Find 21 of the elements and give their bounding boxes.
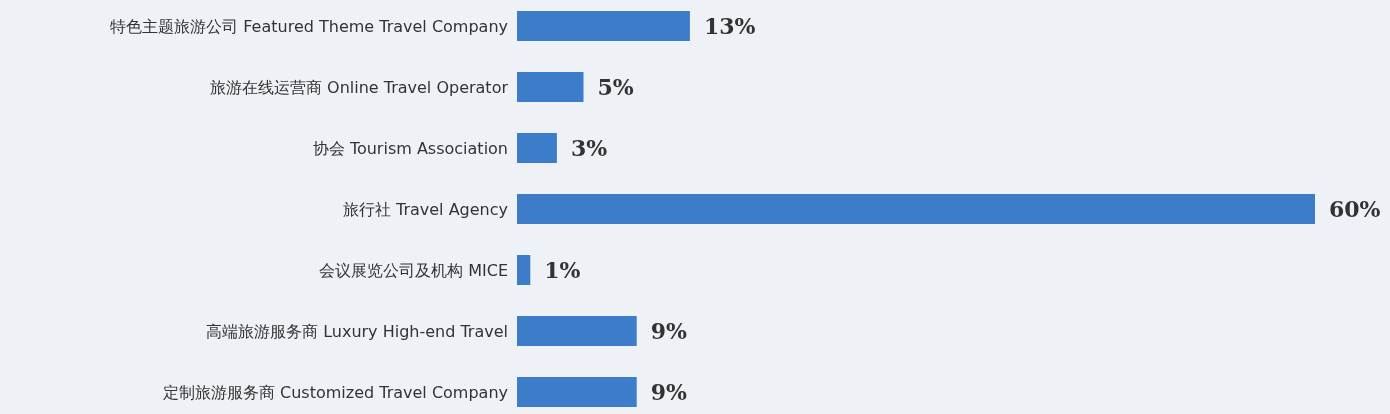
bar: [517, 11, 690, 41]
bar: [517, 194, 1315, 224]
data-label: 13%: [703, 13, 756, 39]
y-tick-label: 特色主题旅游公司 Featured Theme Travel Company: [110, 17, 508, 36]
bar: [517, 133, 557, 163]
y-tick-label: 会议展览公司及机构 MICE: [319, 261, 508, 280]
data-label: 60%: [1329, 196, 1381, 222]
data-label: 9%: [650, 318, 688, 344]
y-tick-label: 旅行社 Travel Agency: [342, 200, 508, 219]
y-tick-label: 旅游在线运营商 Online Travel Operator: [209, 78, 509, 97]
y-tick-label: 高端旅游服务商 Luxury High-end Travel: [206, 322, 508, 341]
y-tick-label: 定制旅游服务商 Customized Travel Company: [162, 383, 508, 402]
bar: [517, 72, 584, 102]
bar: [517, 377, 637, 407]
bar: [517, 316, 637, 346]
y-tick-label: 协会 Tourism Association: [312, 139, 508, 158]
data-label: 9%: [650, 379, 688, 405]
data-label: 5%: [597, 74, 634, 100]
bar: [517, 255, 531, 285]
data-label: 3%: [570, 135, 608, 161]
data-label: 1%: [544, 257, 581, 283]
